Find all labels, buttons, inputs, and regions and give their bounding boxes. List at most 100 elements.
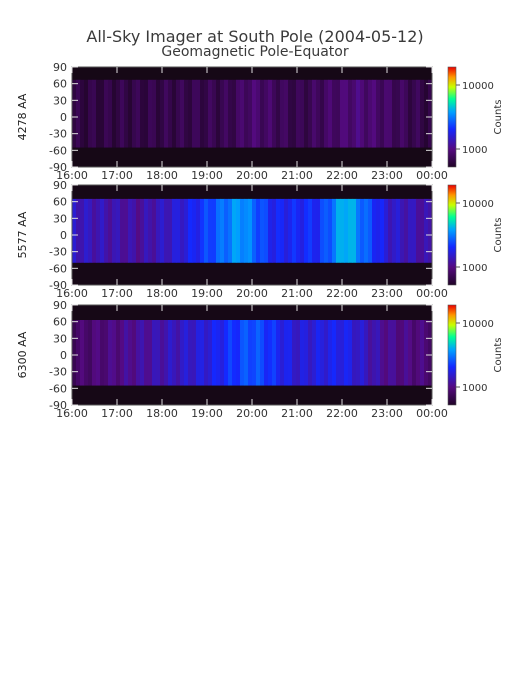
intensity-column — [200, 320, 205, 386]
intensity-column — [324, 198, 329, 263]
intensity-column — [192, 198, 197, 263]
intensity-column — [208, 79, 213, 148]
intensity-column — [192, 79, 197, 148]
intensity-column — [80, 320, 85, 386]
y-tick-label: 30 — [53, 332, 67, 345]
intensity-column — [164, 79, 169, 148]
intensity-column — [92, 79, 97, 148]
intensity-column — [304, 79, 309, 148]
intensity-column — [288, 198, 293, 263]
intensity-column — [108, 79, 113, 148]
intensity-column — [232, 320, 237, 386]
intensity-column — [212, 198, 217, 263]
intensity-column — [348, 320, 353, 386]
intensity-column — [296, 198, 301, 263]
y-tick-label: 90 — [53, 179, 67, 192]
intensity-column — [368, 320, 373, 386]
intensity-column — [100, 320, 105, 386]
intensity-column — [248, 198, 253, 263]
intensity-column — [160, 198, 165, 263]
intensity-column — [260, 320, 265, 386]
intensity-column — [276, 198, 281, 263]
x-tick-label: 23:00 — [371, 169, 403, 182]
intensity-column — [168, 79, 173, 148]
intensity-column — [424, 198, 429, 263]
intensity-column — [216, 79, 221, 148]
intensity-column — [352, 198, 357, 263]
intensity-column — [176, 79, 181, 148]
intensity-column — [240, 79, 245, 148]
intensity-column — [320, 198, 325, 263]
intensity-column — [88, 79, 93, 148]
intensity-column — [396, 320, 401, 386]
intensity-column — [216, 198, 221, 263]
intensity-column — [408, 79, 413, 148]
intensity-column — [92, 198, 97, 263]
intensity-column — [128, 79, 133, 148]
intensity-column — [224, 320, 229, 386]
intensity-column — [424, 320, 429, 386]
intensity-column — [368, 198, 373, 263]
intensity-column — [332, 198, 337, 263]
intensity-column — [308, 79, 313, 148]
intensity-column — [268, 79, 273, 148]
intensity-column — [164, 320, 169, 386]
intensity-column — [420, 320, 425, 386]
y-axis-label: 5577 AA — [16, 211, 29, 258]
intensity-column — [260, 79, 265, 148]
intensity-column — [220, 198, 225, 263]
intensity-column — [344, 198, 349, 263]
intensity-column — [96, 198, 101, 263]
intensity-column — [280, 198, 285, 263]
intensity-column — [240, 320, 245, 386]
intensity-column — [196, 320, 201, 386]
intensity-column — [404, 79, 409, 148]
intensity-column — [124, 198, 129, 263]
intensity-column — [228, 320, 233, 386]
x-tick-label: 18:00 — [146, 287, 178, 300]
x-tick-label: 21:00 — [281, 287, 313, 300]
y-tick-label: 90 — [53, 299, 67, 312]
intensity-column — [96, 79, 101, 148]
intensity-column — [232, 198, 237, 263]
intensity-column — [136, 79, 141, 148]
intensity-column — [248, 79, 253, 148]
y-tick-label: -30 — [49, 246, 67, 259]
intensity-column — [176, 198, 181, 263]
intensity-column — [404, 198, 409, 263]
intensity-column — [428, 198, 433, 263]
intensity-column — [364, 79, 369, 148]
intensity-column — [284, 79, 289, 148]
x-tick-label: 17:00 — [101, 407, 133, 420]
intensity-column — [204, 320, 209, 386]
y-tick-label: -30 — [49, 128, 67, 141]
colorbar — [447, 304, 457, 406]
colorbar — [447, 66, 457, 168]
y-tick-label: 60 — [53, 196, 67, 209]
intensity-column — [184, 320, 189, 386]
x-tick-label: 19:00 — [191, 169, 223, 182]
intensity-column — [252, 79, 257, 148]
intensity-column — [280, 320, 285, 386]
intensity-column — [292, 79, 297, 148]
intensity-column — [360, 198, 365, 263]
intensity-column — [236, 79, 241, 148]
x-tick-label: 18:00 — [146, 407, 178, 420]
intensity-column — [128, 198, 133, 263]
y-axis-label: 4278 AA — [16, 93, 29, 140]
intensity-column — [144, 79, 149, 148]
intensity-column — [280, 79, 285, 148]
intensity-column — [72, 79, 77, 148]
intensity-column — [284, 320, 289, 386]
intensity-column — [136, 320, 141, 386]
intensity-column — [180, 198, 185, 263]
intensity-column — [272, 320, 277, 386]
intensity-column — [140, 198, 145, 263]
intensity-column — [388, 79, 393, 148]
intensity-column — [208, 320, 213, 386]
intensity-column — [320, 79, 325, 148]
intensity-column — [352, 320, 357, 386]
y-tick-label: -90 — [49, 161, 67, 174]
intensity-column — [332, 320, 337, 386]
intensity-column — [368, 79, 373, 148]
